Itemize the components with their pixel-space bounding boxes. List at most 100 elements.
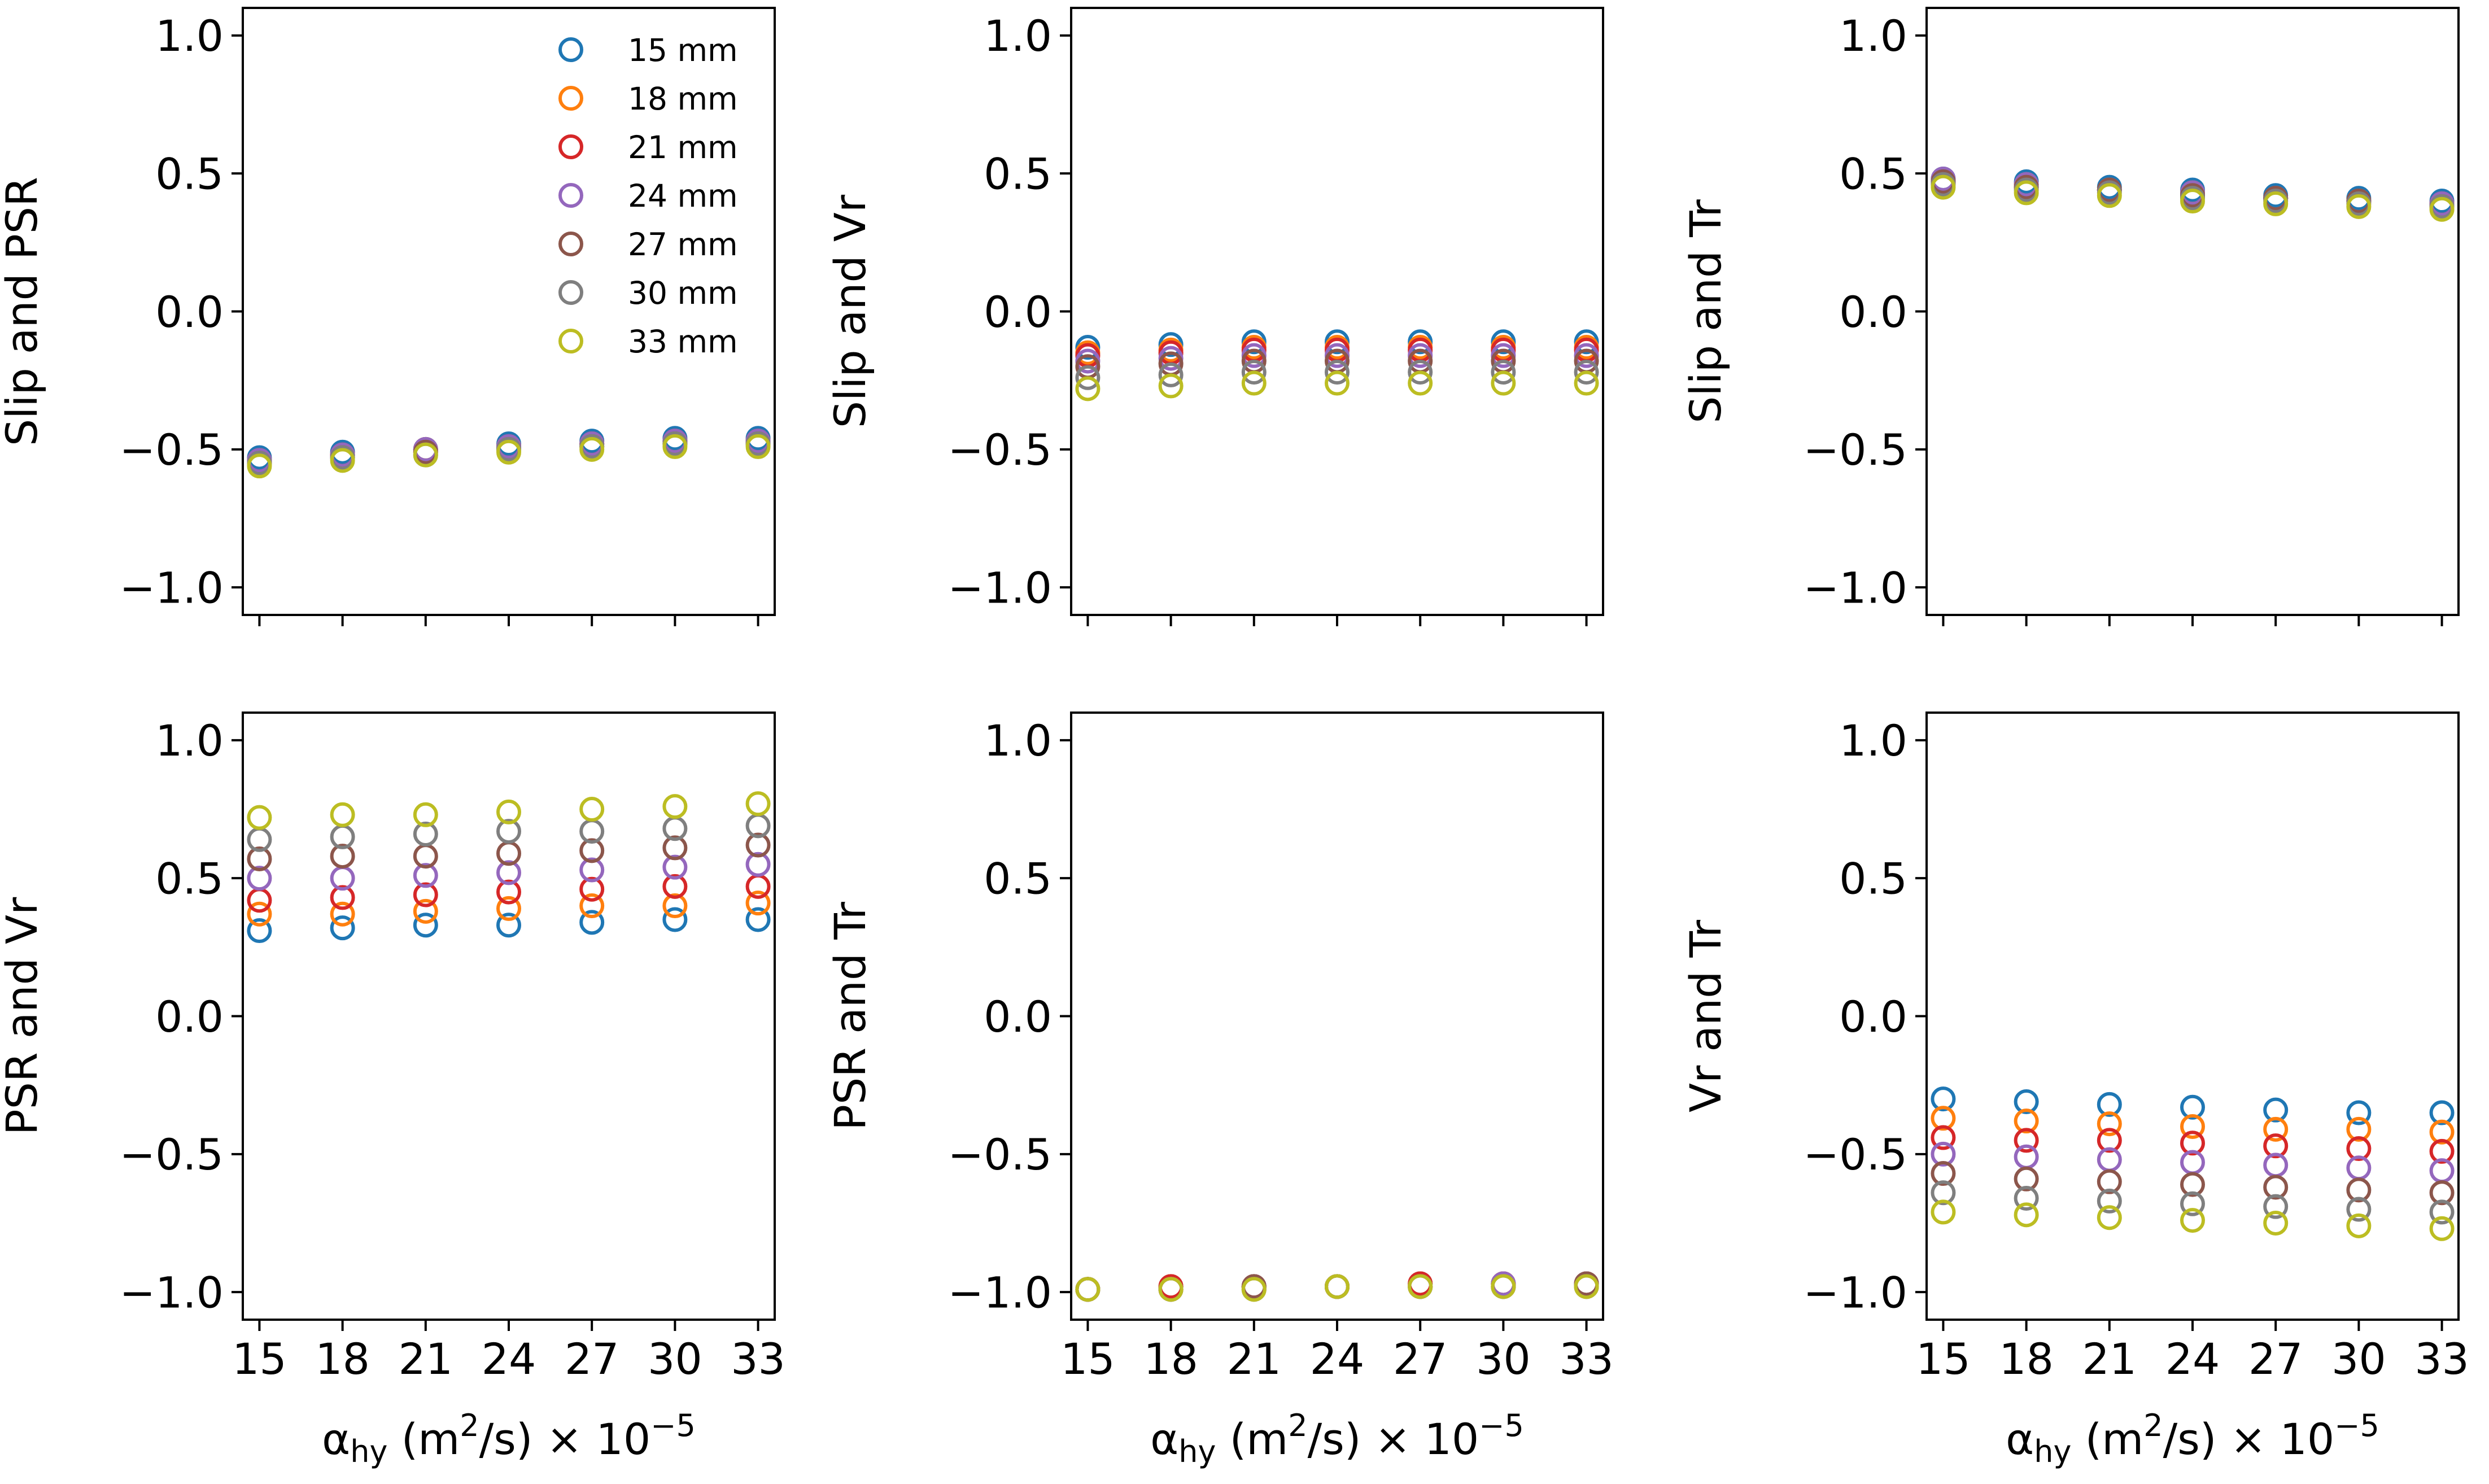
data-point-s3 xyxy=(2097,1128,2122,1153)
y-tick-label: 1.0 xyxy=(1839,715,1907,766)
data-point-s4 xyxy=(745,852,771,877)
x-axis-label: αhy (m2/s) × 10−5 xyxy=(322,1408,696,1469)
x-tick-label: 30 xyxy=(1476,1334,1531,1384)
data-point-s7 xyxy=(496,439,521,465)
data-point-s2 xyxy=(2263,1116,2289,1142)
data-point-s6 xyxy=(2346,1197,2372,1222)
data-point-s2 xyxy=(662,893,688,919)
data-point-s1 xyxy=(2263,1097,2289,1123)
y-tick-label: 0.5 xyxy=(984,854,1052,904)
data-point-s6 xyxy=(1075,365,1101,390)
data-point-s5 xyxy=(662,835,688,861)
data-point-s6 xyxy=(413,822,438,846)
data-point-s7 xyxy=(2346,194,2372,219)
data-point-s7 xyxy=(2014,180,2039,206)
data-point-s2 xyxy=(745,891,771,916)
x-tick-label: 15 xyxy=(1916,1334,1971,1384)
data-point-s7 xyxy=(496,799,521,824)
legend-marker xyxy=(558,86,583,111)
data-point-s2 xyxy=(496,896,521,921)
data-point-s2 xyxy=(2346,1116,2372,1142)
y-tick-label: 0.5 xyxy=(984,149,1052,199)
axes-frame xyxy=(242,712,776,1321)
y-axis-label: PSR and Vr xyxy=(0,897,47,1135)
data-point-s6 xyxy=(1158,362,1184,387)
data-point-s5 xyxy=(2346,1177,2372,1203)
data-point-s4 xyxy=(579,857,605,883)
data-point-s6 xyxy=(1491,360,1516,385)
x-tick-label: 27 xyxy=(1393,1334,1448,1384)
axes-frame xyxy=(1070,712,1604,1321)
y-tick-label: −0.5 xyxy=(1803,1129,1907,1180)
data-point-s4 xyxy=(247,866,272,891)
data-point-s7 xyxy=(413,442,438,468)
data-point-s7 xyxy=(330,448,355,473)
y-tick-label: 1.0 xyxy=(1839,11,1907,61)
data-point-s1 xyxy=(247,918,272,944)
legend-marker xyxy=(558,134,583,159)
x-tick-label: 18 xyxy=(315,1334,370,1384)
data-point-s6 xyxy=(2014,1186,2039,1211)
data-point-s7 xyxy=(579,437,605,462)
data-point-s7 xyxy=(2263,1210,2289,1236)
legend-marker xyxy=(558,280,583,305)
data-point-s3 xyxy=(413,882,438,907)
legend-label: 27 mm xyxy=(628,226,738,263)
y-tick-label: −1.0 xyxy=(119,562,224,613)
subplot-2: −1.0 −0.5 0.0 0.5 1.0 Slip and Vr xyxy=(825,7,1604,626)
y-tick-label: 0.5 xyxy=(1839,149,1907,199)
data-point-s6 xyxy=(1408,360,1433,385)
y-tick-label: −1.0 xyxy=(947,1267,1052,1317)
data-point-s7 xyxy=(1325,370,1350,396)
x-tick-label: 15 xyxy=(232,1334,287,1384)
data-point-s7 xyxy=(1241,1277,1267,1302)
data-point-s7 xyxy=(1491,370,1516,396)
legend: 15 mm 18 mm 21 mm 24 mm 27 mm 30 mm 33 mm xyxy=(558,32,738,360)
x-tick-label: 27 xyxy=(565,1334,619,1384)
data-point-s7 xyxy=(1408,1274,1433,1299)
data-point-s2 xyxy=(579,893,605,919)
data-point-s3 xyxy=(247,888,272,913)
x-tick-label: 24 xyxy=(1310,1334,1365,1384)
x-tick-label: 18 xyxy=(1999,1334,2054,1384)
data-point-s4 xyxy=(496,860,521,885)
data-point-s5 xyxy=(745,832,771,858)
subplot-5: −1.0 −0.5 0.0 0.5 1.0 15 18 21 24 27 30 33 PSR and T… xyxy=(825,712,1614,1469)
y-axis-label: Slip and Vr xyxy=(825,194,875,428)
legend-marker xyxy=(558,232,583,256)
x-tick-label: 18 xyxy=(1143,1334,1198,1384)
x-tick-label: 24 xyxy=(2165,1334,2220,1384)
y-tick-label: −0.5 xyxy=(119,1129,224,1180)
legend-marker xyxy=(558,37,583,62)
y-axis-label: PSR and Tr xyxy=(825,901,875,1130)
x-tick-label: 33 xyxy=(2414,1334,2469,1384)
data-point-s7 xyxy=(1491,1274,1516,1299)
legend-label: 18 mm xyxy=(628,81,738,117)
y-tick-label: 0.0 xyxy=(1839,287,1907,337)
data-point-s3 xyxy=(330,885,355,910)
data-point-s5 xyxy=(579,838,605,863)
data-point-s5 xyxy=(247,846,272,871)
data-point-s2 xyxy=(247,901,272,927)
data-point-s4 xyxy=(662,854,688,880)
data-point-s7 xyxy=(413,802,438,827)
data-point-s6 xyxy=(1241,360,1267,385)
y-tick-label: 0.0 xyxy=(155,992,224,1042)
data-point-s2 xyxy=(413,898,438,924)
data-point-s3 xyxy=(2014,1128,2039,1153)
data-point-s7 xyxy=(2429,197,2455,222)
data-point-s3 xyxy=(496,879,521,905)
data-point-s3 xyxy=(2346,1136,2372,1162)
y-tick-label: 0.5 xyxy=(1839,854,1907,904)
data-point-s6 xyxy=(2263,1194,2289,1219)
data-point-s7 xyxy=(662,794,688,819)
y-axis-label: Slip and Tr xyxy=(1680,199,1731,423)
x-tick-label: 30 xyxy=(648,1334,702,1384)
data-point-s5 xyxy=(2180,1172,2205,1197)
x-tick-label: 27 xyxy=(2248,1334,2303,1384)
data-point-s7 xyxy=(2429,1216,2455,1241)
data-point-s5 xyxy=(330,844,355,869)
y-tick-label: −0.5 xyxy=(1803,425,1907,475)
data-point-s2 xyxy=(2014,1108,2039,1134)
y-tick-label: 1.0 xyxy=(984,715,1052,766)
